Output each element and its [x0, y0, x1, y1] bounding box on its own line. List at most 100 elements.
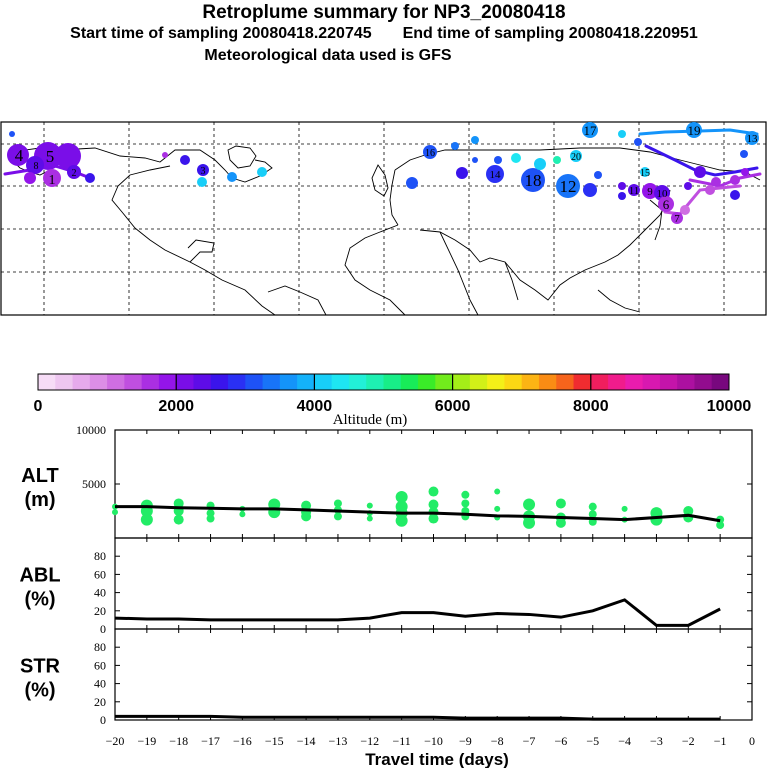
colorbar-cell — [573, 374, 592, 390]
colorbar-cell — [366, 374, 384, 390]
plume-marker — [730, 190, 740, 200]
colorbar-tick-label: 6000 — [435, 398, 471, 415]
day-label: 16 — [425, 148, 435, 159]
chart-title: Retroplume summary for NP3_20080418 — [202, 2, 566, 23]
x-tick-label: −7 — [523, 734, 536, 748]
x-tick-label: −12 — [360, 734, 379, 748]
y-axis-label: ABL — [19, 565, 60, 587]
plume-marker — [694, 166, 706, 178]
colorbar-cell — [608, 374, 626, 390]
start-time-label: Start time of sampling 20080418.220745 — [70, 25, 372, 42]
colorbar-cell — [400, 374, 419, 390]
y-tick-label: 60 — [94, 658, 106, 672]
colorbar-cell — [158, 374, 177, 390]
plume-marker — [556, 174, 580, 198]
plume-marker — [745, 131, 759, 145]
colorbar-cell — [297, 374, 315, 390]
colorbar-cell — [348, 374, 367, 390]
plume-marker — [67, 165, 81, 179]
plume-marker — [85, 173, 95, 183]
colorbar-cell — [262, 374, 281, 390]
end-time-label: End time of sampling 20080418.220951 — [402, 25, 698, 42]
y-axis-unit: (m) — [24, 489, 55, 511]
plume-marker — [26, 156, 44, 174]
y-tick-label: 40 — [94, 677, 106, 691]
colorbar-cell — [383, 374, 402, 390]
colorbar-cell — [487, 374, 505, 390]
y-axis-unit: (%) — [24, 589, 55, 611]
sampling-times: Start time of sampling 20080418.220745 E… — [0, 25, 768, 43]
panel-frame — [114, 537, 753, 630]
colorbar-cell — [590, 374, 609, 390]
day-label: 12 — [560, 177, 577, 196]
altitude-cluster-point — [428, 513, 439, 524]
plume-marker — [494, 156, 502, 164]
day-label: 20 — [571, 152, 581, 163]
colorbar-cell — [677, 374, 695, 390]
colorbar-label: Altitude (m) — [333, 412, 408, 428]
altitude-cluster-point — [301, 511, 312, 522]
x-tick-label: −10 — [424, 734, 443, 748]
altitude-cluster-point — [523, 516, 536, 529]
colorbar-cell — [469, 374, 488, 390]
y-axis-label: STR — [20, 656, 61, 678]
panel-frame — [114, 628, 753, 721]
plume-marker — [257, 167, 267, 177]
day-label: 1 — [49, 173, 56, 188]
colorbar-tick-label: 0 — [34, 398, 43, 415]
day-label: 4 — [15, 146, 24, 165]
x-tick-label: −15 — [265, 734, 284, 748]
x-tick-label: −17 — [201, 734, 220, 748]
plume-marker — [741, 168, 749, 176]
day-label: 17 — [584, 123, 598, 138]
colorbar-tick-label: 10000 — [707, 398, 752, 415]
altitude-cluster-point — [650, 513, 663, 526]
day-label: 15 — [640, 168, 650, 179]
x-tick-label: −6 — [555, 734, 568, 748]
plume-marker — [618, 192, 626, 200]
x-tick-label: −4 — [618, 734, 631, 748]
y-tick-label: 20 — [94, 604, 106, 618]
plume-marker — [43, 169, 61, 187]
day-label: 5 — [46, 147, 55, 166]
altitude-cluster-point — [461, 499, 470, 508]
plume-marker — [55, 143, 81, 169]
plume-marker — [570, 150, 582, 162]
plume-marker — [24, 172, 36, 184]
colorbar-cell — [89, 374, 108, 390]
colorbar-cell — [694, 374, 713, 390]
altitude-cluster-point — [588, 510, 597, 519]
altitude-cluster-point — [366, 515, 373, 522]
plume-marker — [471, 136, 479, 144]
y-tick-label: 60 — [94, 567, 106, 581]
plume-marker — [456, 167, 468, 179]
altitude-cluster-point — [173, 498, 184, 509]
day-label: 6 — [663, 197, 670, 212]
day-label: 19 — [688, 123, 701, 138]
colorbar-cell — [193, 374, 212, 390]
y-tick-label: 0 — [100, 713, 106, 727]
day-label: 18 — [525, 171, 542, 190]
colorbar-cell — [55, 374, 74, 390]
x-tick-label: −14 — [297, 734, 316, 748]
altitude-cluster-point — [461, 490, 470, 499]
x-tick-label: −2 — [682, 734, 695, 748]
day-labels: 4 5 8 2 1 17 19 13 18 14 16 20 12 10 11 … — [15, 123, 758, 225]
colorbar-cell — [625, 374, 644, 390]
day-label: 14 — [490, 169, 502, 181]
y-axis-label: ALT — [21, 465, 58, 487]
day-label: 13 — [747, 133, 759, 145]
altitude-cluster-point — [716, 521, 725, 530]
y-tick-label: 0 — [100, 622, 106, 636]
y-tick-label: 40 — [94, 586, 106, 600]
panel-str: 80 60 40 20 0 STR(%) — [20, 628, 753, 727]
y-tick-label: 20 — [94, 695, 106, 709]
colorbar-cell — [72, 374, 91, 390]
plume-marker — [553, 156, 561, 164]
plume-marker — [451, 142, 459, 150]
colorbar-cell — [711, 374, 730, 390]
plume-marker — [472, 157, 478, 163]
altitude-cluster-point — [333, 512, 342, 521]
plume-marker — [594, 171, 602, 179]
